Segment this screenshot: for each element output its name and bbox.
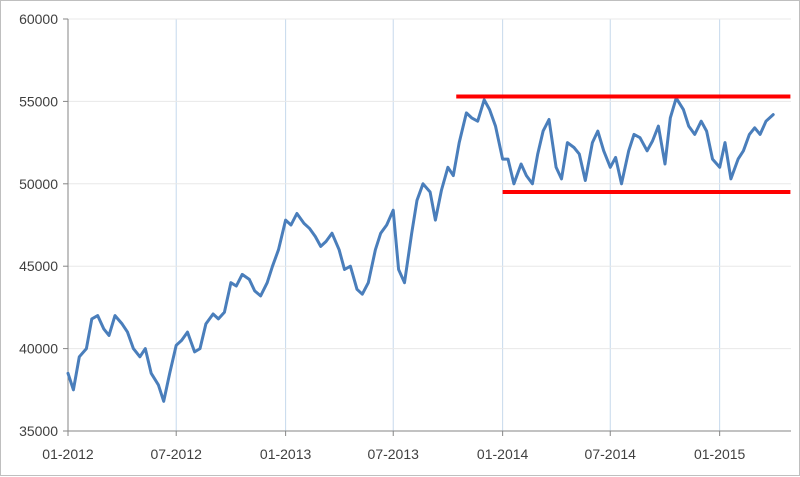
y-tick-label: 35000 [19, 423, 58, 439]
y-tick-label: 40000 [19, 341, 58, 357]
x-tick-label: 07-2013 [368, 446, 420, 462]
y-tick-label: 55000 [19, 93, 58, 109]
x-tick-label: 01-2012 [42, 446, 94, 462]
y-tick-label: 45000 [19, 258, 58, 274]
x-tick-label: 07-2014 [585, 446, 637, 462]
horizontal-gridlines [68, 18, 791, 350]
series-layer [66, 96, 775, 403]
x-tick-label: 01-2013 [260, 446, 312, 462]
y-axis-tick-labels: 35000 40000 45000 50000 55000 60000 [19, 11, 58, 439]
x-tick-label: 01-2015 [694, 446, 746, 462]
series-line [66, 96, 775, 403]
x-axis-tick-labels: 01-2012 07-2012 01-2013 07-2013 01-2014 07-20… [42, 446, 745, 462]
vertical-gridlines [175, 19, 721, 431]
y-tick-label: 60000 [19, 11, 58, 27]
x-tick-label: 01-2014 [477, 446, 529, 462]
channel-lines [456, 94, 791, 195]
y-tick-label: 50000 [19, 176, 58, 192]
x-tick-label: 07-2012 [151, 446, 203, 462]
axes [63, 18, 791, 436]
